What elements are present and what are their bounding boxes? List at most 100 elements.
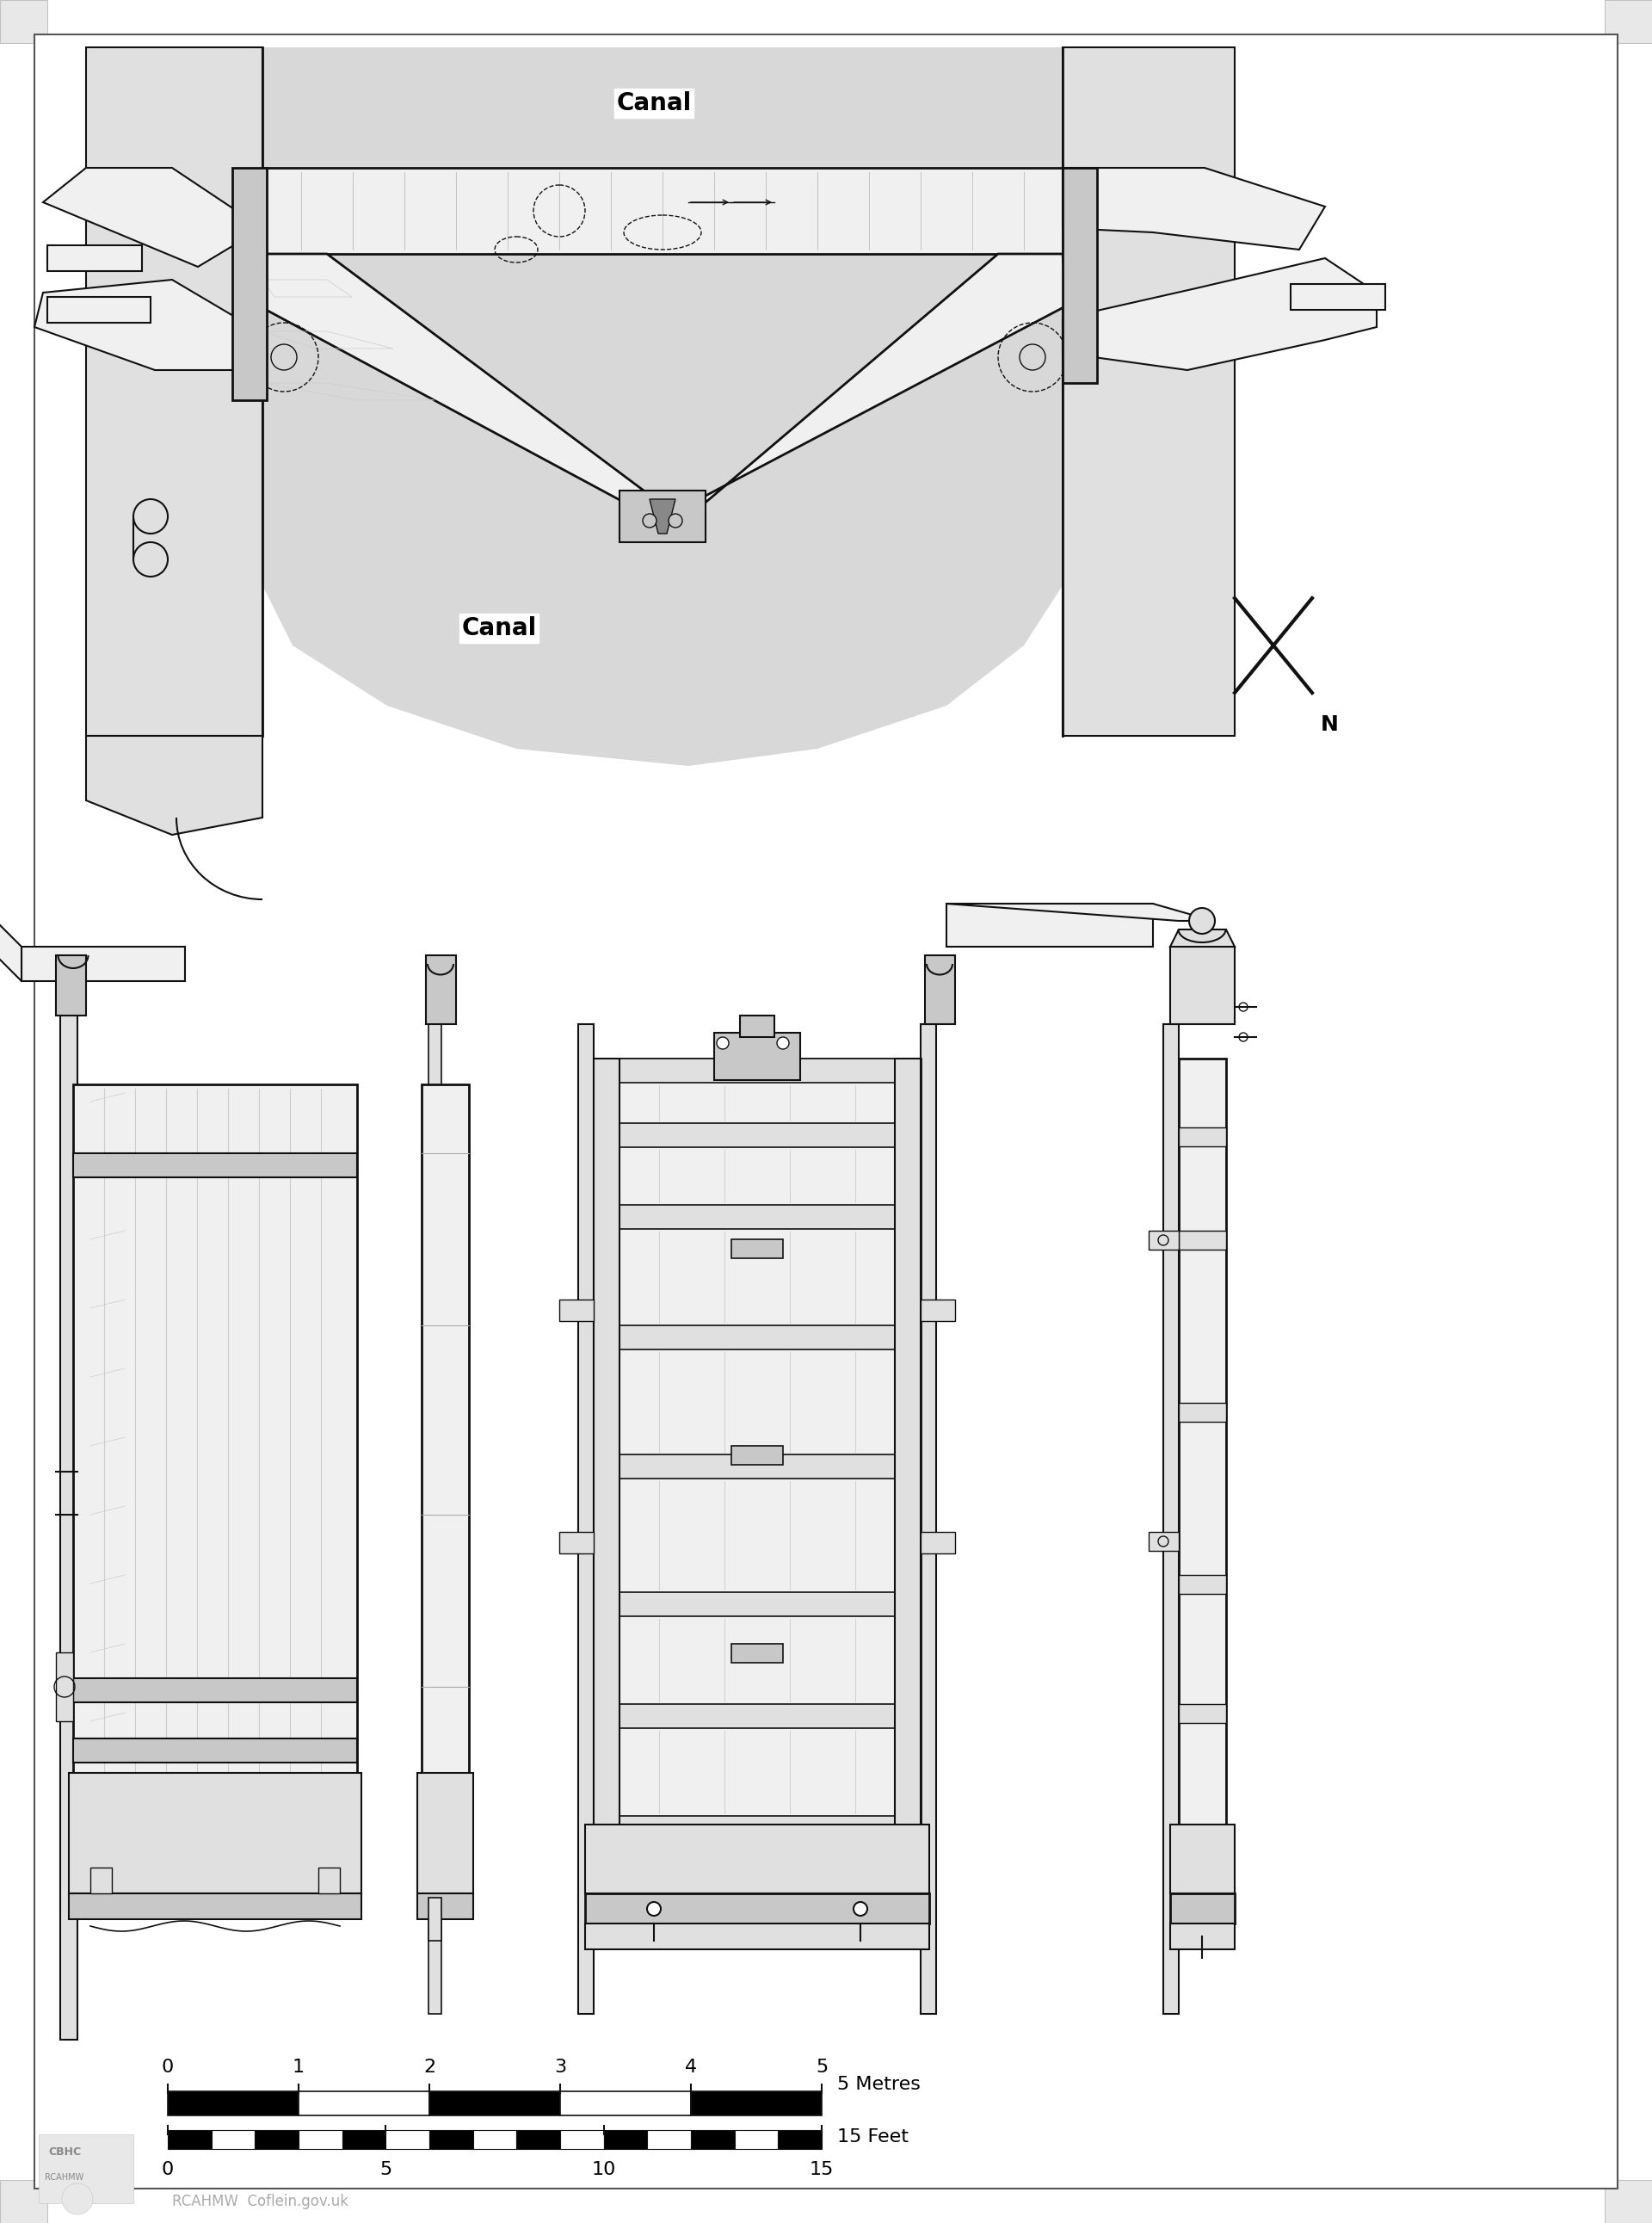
Bar	[91, 1867, 112, 1894]
Bar	[714, 1034, 800, 1080]
Bar	[691, 2092, 821, 2116]
Bar	[263, 167, 1062, 253]
Bar	[598, 1727, 917, 1816]
Bar	[1180, 1574, 1226, 1594]
Bar	[73, 1738, 357, 1763]
Bar	[578, 1025, 593, 2014]
Bar	[169, 2130, 211, 2150]
Text: 3: 3	[553, 2058, 567, 2076]
Bar	[1170, 1825, 1234, 1894]
Polygon shape	[657, 253, 1067, 520]
Polygon shape	[263, 47, 1062, 167]
Bar	[593, 1123, 920, 1147]
Polygon shape	[1170, 929, 1234, 947]
Circle shape	[1189, 907, 1214, 934]
Polygon shape	[0, 920, 21, 980]
Bar	[735, 2130, 778, 2150]
Text: 0: 0	[162, 2058, 173, 2076]
Bar	[920, 1025, 937, 2014]
Bar	[430, 2130, 472, 2150]
Bar	[1604, 0, 1652, 42]
Bar	[517, 2130, 560, 2150]
Bar	[56, 1652, 73, 1721]
Bar	[585, 1923, 928, 1950]
Text: 15: 15	[809, 2161, 834, 2179]
Bar	[211, 2130, 254, 2150]
Text: RCAHMW  Coflein.gov.uk: RCAHMW Coflein.gov.uk	[172, 2194, 349, 2210]
Bar	[59, 965, 78, 2041]
Bar	[73, 1154, 357, 1178]
Bar	[418, 1894, 472, 1918]
Polygon shape	[86, 736, 263, 836]
Polygon shape	[258, 253, 684, 520]
Text: 2: 2	[423, 2058, 436, 2076]
Bar	[598, 1478, 917, 1592]
Text: N: N	[1320, 714, 1338, 736]
Bar	[648, 2130, 691, 2150]
Bar	[593, 1454, 920, 1478]
Bar	[732, 1238, 783, 1258]
Bar	[585, 1825, 928, 1894]
Bar	[920, 1532, 955, 1554]
Bar	[691, 2130, 735, 2150]
Bar	[48, 245, 142, 271]
Bar	[1290, 285, 1386, 309]
Circle shape	[776, 1038, 790, 1049]
Bar	[1148, 1532, 1180, 1552]
Bar	[593, 1205, 920, 1229]
Bar	[0, 2181, 48, 2223]
Bar	[598, 1616, 917, 1705]
Bar	[387, 2130, 430, 2150]
Bar	[895, 1058, 920, 1894]
Circle shape	[669, 514, 682, 527]
Bar	[1062, 47, 1234, 736]
Bar	[560, 1532, 593, 1554]
Text: 15 Feet: 15 Feet	[838, 2127, 909, 2145]
Bar	[740, 1016, 775, 1038]
Bar	[1180, 1058, 1226, 1894]
Bar	[560, 1300, 593, 1320]
Polygon shape	[649, 500, 676, 534]
Bar	[299, 2092, 430, 2116]
Bar	[319, 1867, 340, 1894]
Bar	[86, 47, 263, 736]
Bar	[1148, 1232, 1180, 1249]
Bar	[598, 1147, 917, 1205]
Text: Canal: Canal	[461, 616, 537, 640]
Bar	[620, 491, 705, 542]
Text: 0: 0	[162, 2161, 173, 2179]
Bar	[169, 2092, 299, 2116]
Text: 1: 1	[292, 2058, 304, 2076]
Bar	[233, 167, 266, 400]
Bar	[593, 1058, 920, 1083]
Bar	[1170, 947, 1234, 1025]
Bar	[1180, 1705, 1226, 1723]
Polygon shape	[947, 905, 1213, 920]
Bar	[254, 2130, 299, 2150]
Bar	[428, 1025, 441, 2014]
Bar	[778, 2130, 821, 2150]
Bar	[560, 2130, 603, 2150]
Bar	[593, 1592, 920, 1616]
Polygon shape	[35, 280, 266, 369]
Polygon shape	[43, 167, 263, 267]
Bar	[73, 1085, 357, 1894]
Bar	[1604, 2181, 1652, 2223]
Bar	[1170, 1894, 1234, 1923]
Bar	[428, 1898, 441, 1941]
Bar	[920, 1300, 955, 1320]
Bar	[598, 1229, 917, 1325]
Bar	[421, 1085, 469, 1894]
Circle shape	[717, 1038, 729, 1049]
Text: 10: 10	[591, 2161, 616, 2179]
Bar	[0, 0, 48, 42]
Bar	[593, 1705, 920, 1727]
Text: RCAHMW: RCAHMW	[45, 2174, 84, 2181]
Text: 5: 5	[380, 2161, 392, 2179]
Circle shape	[63, 2183, 93, 2214]
Bar	[472, 2130, 517, 2150]
Polygon shape	[263, 253, 1062, 767]
Polygon shape	[1062, 167, 1325, 249]
Bar	[925, 956, 955, 1025]
Circle shape	[643, 514, 656, 527]
